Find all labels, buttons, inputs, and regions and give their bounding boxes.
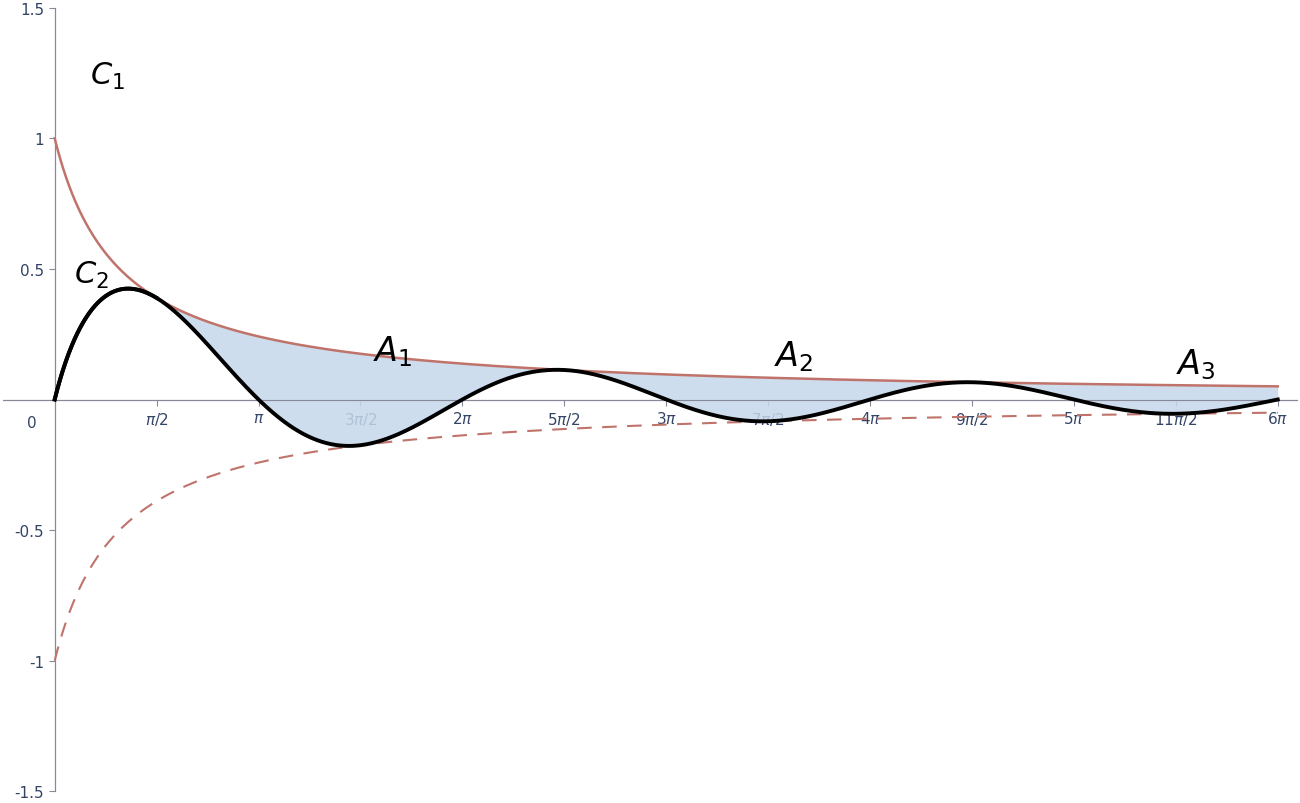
Text: $A_3$: $A_3$ (1175, 347, 1216, 381)
Text: $C_2$: $C_2$ (74, 259, 109, 291)
Text: $A_1$: $A_1$ (373, 334, 412, 369)
Text: $A_2$: $A_2$ (775, 339, 814, 374)
Text: $C_1$: $C_1$ (91, 61, 125, 92)
Text: 0: 0 (27, 416, 36, 430)
